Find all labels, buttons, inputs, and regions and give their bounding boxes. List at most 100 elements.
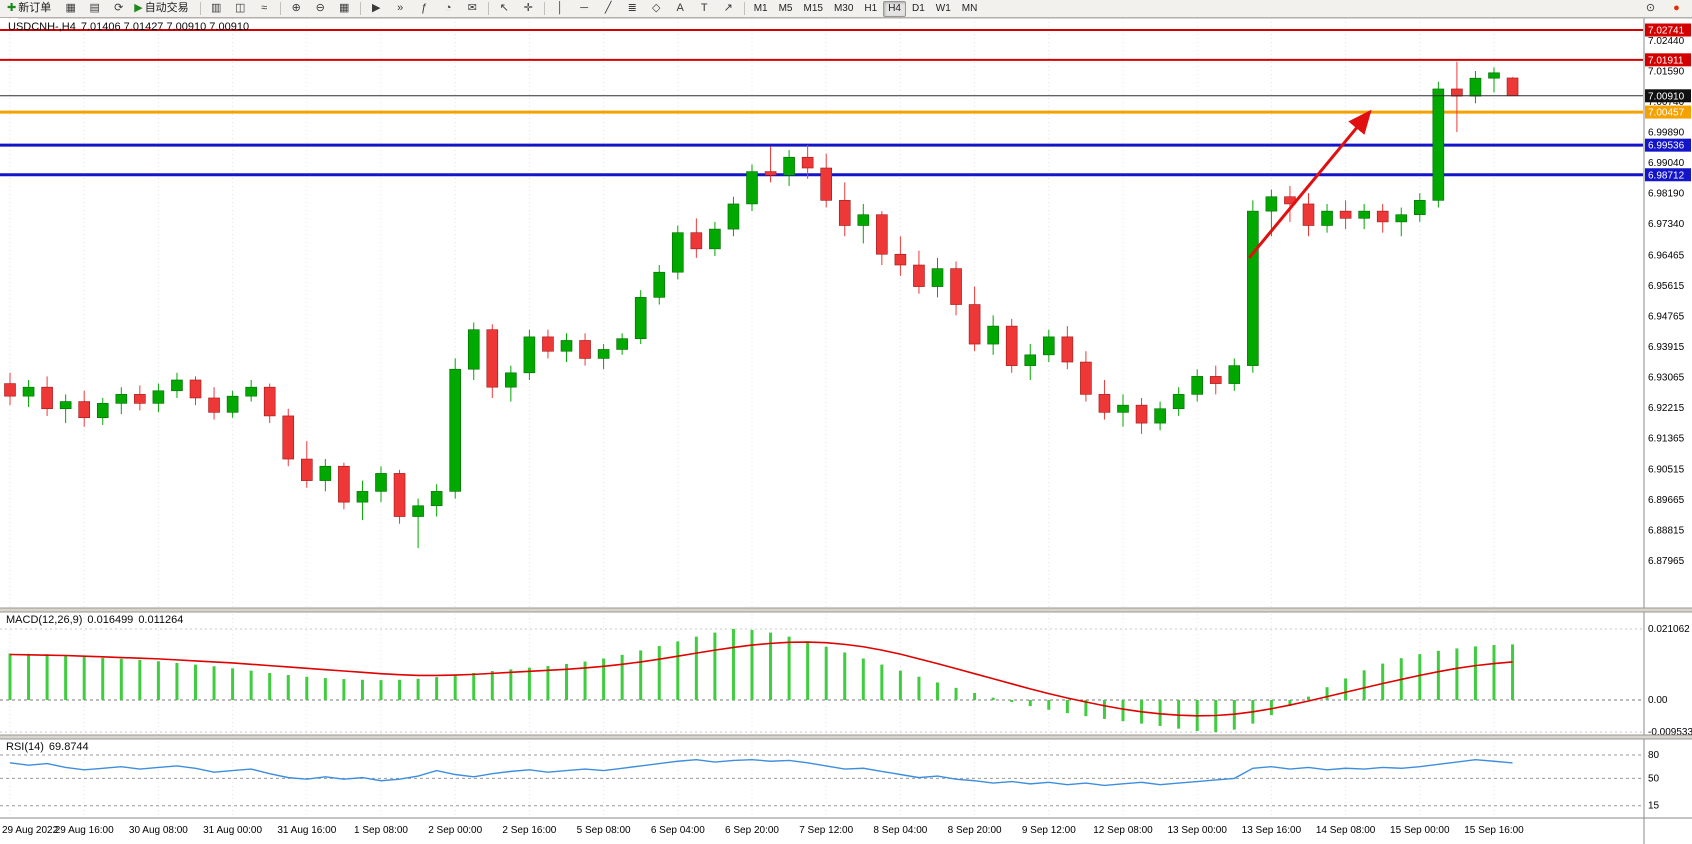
autotrading-button[interactable]: ▶ 自动交易 xyxy=(131,0,195,17)
trendline-tool-button[interactable]: ╱ xyxy=(597,0,620,17)
candle-up xyxy=(1043,329,1055,363)
candlestick-chart-button[interactable]: ◫ xyxy=(229,0,252,17)
bar-chart-button[interactable]: ▥ xyxy=(205,0,228,17)
candle-body xyxy=(1339,210,1352,219)
profiles-button[interactable]: ▤ xyxy=(83,0,106,17)
indicators-button[interactable]: ƒ xyxy=(413,0,436,17)
cursor-button[interactable]: ↖ xyxy=(493,0,516,17)
main-chart-panel xyxy=(0,29,1643,549)
vertical-line-tool-icon: │ xyxy=(556,2,564,14)
candle-body xyxy=(1506,77,1519,97)
line-chart-button[interactable]: ≈ xyxy=(253,0,276,17)
toolbar-separator xyxy=(543,2,545,15)
timeframe-m15-button[interactable]: M15 xyxy=(803,3,823,14)
trend-arrow[interactable] xyxy=(1247,109,1372,259)
chart-shift-button[interactable]: » xyxy=(389,0,412,17)
indicators-icon: ƒ xyxy=(421,2,428,14)
candle-down xyxy=(968,286,981,352)
arrows-tool-button[interactable]: ↗ xyxy=(717,0,740,17)
horizontal-line-tool-button[interactable]: ─ xyxy=(573,0,596,17)
macd-histogram-bar xyxy=(861,658,865,700)
timeframe-m5-button[interactable]: M5 xyxy=(778,3,793,14)
macd-histogram-bar xyxy=(602,658,606,700)
candle-up xyxy=(171,372,183,398)
macd-histogram-bar xyxy=(453,675,457,700)
candle-down xyxy=(950,261,962,316)
candle-body xyxy=(152,390,165,404)
timeframe-h4-button[interactable]: H4 xyxy=(883,0,906,17)
toolbar-separator xyxy=(359,2,361,15)
time-axis-label: 14 Sep 08:00 xyxy=(1316,825,1376,836)
candle-up xyxy=(412,498,424,549)
crosshair-button[interactable]: ✛ xyxy=(517,0,540,17)
toolbar-right-group: ⊙ ● xyxy=(1639,0,1688,17)
zoom-in-button[interactable]: ⊕ xyxy=(285,0,308,17)
toolbar: ✚ 新订单 ▦ ▤ ⟳ ▶ 自动交易 ▥ ◫ ≈ ⊕ ⊖ ▦ ▶» ƒ ◔ ✉ ↖ ✛ │ ─ ╱ ≣ ◇ A T ↗ M1 M5 M15… xyxy=(0,0,1692,18)
macd-histogram-bar xyxy=(806,641,810,700)
timeframe-m1-button[interactable]: M1 xyxy=(753,3,768,14)
candle-down xyxy=(690,218,703,258)
macd-histogram-bar xyxy=(1121,700,1125,722)
candle-body xyxy=(96,403,109,419)
candle-body xyxy=(1488,72,1500,79)
alerts-button[interactable]: ✉ xyxy=(461,0,484,17)
price-badge-value: 7.02741 xyxy=(1648,26,1685,37)
macd-histogram-bar xyxy=(898,670,902,700)
timeframe-h1-button[interactable]: H1 xyxy=(864,3,878,14)
notification-button[interactable]: ● xyxy=(1665,0,1688,17)
price-badge: 7.00910 xyxy=(1645,89,1691,103)
candle-up xyxy=(152,383,165,413)
macd-histogram-bar xyxy=(268,673,272,700)
zoom-out-button[interactable]: ⊖ xyxy=(309,0,332,17)
macd-histogram-bar xyxy=(824,646,828,700)
timeframe-m30-button[interactable]: M30 xyxy=(833,3,854,14)
toolbar-separator xyxy=(743,2,745,15)
candle-body xyxy=(467,329,480,370)
price-axis-background[interactable] xyxy=(1644,18,1692,844)
macd-histogram-bar xyxy=(45,654,49,700)
macd-histogram-bar xyxy=(1047,700,1051,710)
macd-histogram-bar xyxy=(1102,700,1106,719)
candle-up xyxy=(245,379,257,402)
charts-window-button[interactable]: ▦ xyxy=(59,0,82,17)
macd-histogram-bar xyxy=(1418,654,1422,700)
macd-histogram-bar xyxy=(620,654,624,700)
auto-scroll-button[interactable]: ▶ xyxy=(365,0,388,17)
timeframe-w1-button[interactable]: W1 xyxy=(935,3,951,14)
text-tool-button[interactable]: A xyxy=(669,0,692,17)
macd-histogram-bar xyxy=(119,658,123,700)
rsi-axis-label: 15 xyxy=(1648,801,1660,812)
candle-up xyxy=(597,344,610,370)
time-axis-label: 12 Sep 08:00 xyxy=(1093,825,1153,836)
timeframe-d1-button[interactable]: D1 xyxy=(912,3,925,14)
fibonacci-tool-button[interactable]: ≣ xyxy=(621,0,644,17)
candle-body xyxy=(653,271,666,298)
candle-up xyxy=(857,203,870,244)
label-tool-button[interactable]: T xyxy=(693,0,716,17)
new-order-button[interactable]: ✚ 新订单 xyxy=(4,0,58,17)
refresh-button[interactable]: ⟳ xyxy=(107,0,130,17)
timeframe-mn-button[interactable]: MN xyxy=(961,3,978,14)
search-button[interactable]: ⊙ xyxy=(1639,0,1662,17)
toolbar-separator xyxy=(279,2,281,15)
vertical-line-tool-button[interactable]: │ xyxy=(549,0,572,17)
candle-down xyxy=(263,383,276,424)
candle-body xyxy=(22,386,35,397)
macd-histogram-bar xyxy=(27,653,31,700)
candle-body xyxy=(857,214,870,226)
candle-body xyxy=(931,268,944,287)
price-axis[interactable]: 7.02440 7.01590 7.00740 6.99890 6.99040 6.981… xyxy=(1643,18,1692,844)
splitter-rsi[interactable] xyxy=(0,735,1692,739)
macd-histogram-bar xyxy=(1084,700,1088,717)
macd-histogram-bar xyxy=(1511,644,1515,700)
candle-body xyxy=(4,383,16,397)
periods-button[interactable]: ◔ xyxy=(437,0,460,17)
shapes-tool-button[interactable]: ◇ xyxy=(645,0,668,17)
tile-windows-button[interactable]: ▦ xyxy=(333,0,356,17)
splitter-macd[interactable] xyxy=(0,608,1692,612)
symbol-timeframe-label: USDCNH-,H4 xyxy=(8,21,76,33)
time-axis-label: 6 Sep 20:00 xyxy=(725,825,779,836)
macd-histogram-bar xyxy=(231,668,235,700)
